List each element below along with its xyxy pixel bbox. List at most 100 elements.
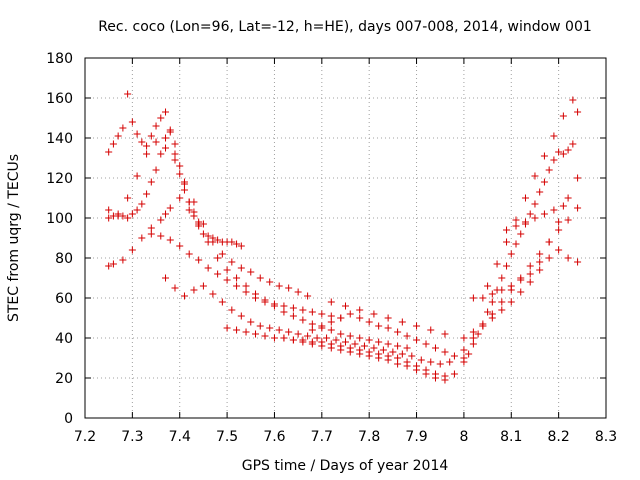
- data-point: [545, 238, 553, 246]
- data-point: [176, 162, 184, 170]
- data-point: [327, 318, 335, 326]
- data-point: [185, 250, 193, 258]
- data-point: [143, 142, 151, 150]
- data-point: [431, 344, 439, 352]
- x-tick-label: 7.4: [169, 429, 191, 445]
- data-point: [109, 140, 117, 148]
- data-point: [285, 328, 293, 336]
- data-point: [199, 230, 207, 238]
- data-point: [521, 218, 529, 226]
- data-point: [270, 302, 278, 310]
- data-point: [157, 150, 165, 158]
- y-axis-title: STEC from uqrg / TECUs: [6, 154, 22, 322]
- data-point: [294, 288, 302, 296]
- data-point: [559, 202, 567, 210]
- data-point: [379, 346, 387, 354]
- data-point: [332, 336, 340, 344]
- plot-frame: [84, 57, 607, 419]
- data-point: [280, 334, 288, 342]
- data-point: [346, 310, 354, 318]
- data-point: [408, 352, 416, 360]
- data-point: [318, 310, 326, 318]
- data-point: [190, 286, 198, 294]
- data-point: [318, 322, 326, 330]
- data-point: [569, 140, 577, 148]
- data-point: [540, 210, 548, 218]
- data-point: [166, 236, 174, 244]
- data-point: [152, 138, 160, 146]
- data-point: [228, 238, 236, 246]
- data-point: [555, 246, 563, 254]
- data-point: [261, 332, 269, 340]
- data-point: [323, 334, 331, 342]
- data-point: [199, 282, 207, 290]
- data-point: [124, 90, 132, 98]
- data-point: [550, 156, 558, 164]
- data-point: [270, 334, 278, 342]
- data-point: [498, 298, 506, 306]
- data-point: [176, 194, 184, 202]
- data-point: [133, 206, 141, 214]
- data-point: [559, 112, 567, 120]
- data-point: [413, 336, 421, 344]
- data-point: [147, 132, 155, 140]
- y-tick-label: 140: [46, 131, 73, 147]
- data-point: [128, 246, 136, 254]
- data-point: [280, 302, 288, 310]
- data-point: [526, 270, 534, 278]
- data-point: [228, 258, 236, 266]
- data-point: [308, 326, 316, 334]
- data-point: [356, 306, 364, 314]
- x-tick-label: 8.3: [595, 429, 617, 445]
- data-point: [190, 198, 198, 206]
- data-point: [469, 340, 477, 348]
- data-point: [171, 156, 179, 164]
- data-point: [152, 166, 160, 174]
- y-tick-label: 60: [55, 291, 73, 307]
- data-point: [114, 132, 122, 140]
- data-point: [484, 308, 492, 316]
- data-point: [540, 152, 548, 160]
- data-point: [545, 254, 553, 262]
- x-tick-label: 7.7: [311, 429, 333, 445]
- data-point: [498, 274, 506, 282]
- chart-title: Rec. coco (Lon=96, Lat=-12, h=HE), days …: [98, 19, 592, 35]
- data-point: [526, 210, 534, 218]
- x-tick-label: 7.9: [405, 429, 427, 445]
- data-point: [233, 282, 241, 290]
- data-point: [555, 226, 563, 234]
- data-point: [555, 218, 563, 226]
- data-point: [289, 312, 297, 320]
- data-point: [422, 340, 430, 348]
- data-point: [275, 282, 283, 290]
- data-point: [162, 108, 170, 116]
- data-point: [171, 140, 179, 148]
- data-point: [204, 232, 212, 240]
- data-point: [517, 276, 525, 284]
- data-point: [247, 318, 255, 326]
- data-point: [308, 308, 316, 316]
- data-point: [346, 348, 354, 356]
- data-point: [536, 188, 544, 196]
- data-point: [365, 336, 373, 344]
- data-point: [460, 334, 468, 342]
- data-point: [166, 126, 174, 134]
- y-axis-ticks: 0 20 40 60 80 100 120 140 160 180: [46, 51, 606, 427]
- data-point: [162, 144, 170, 152]
- data-point: [318, 342, 326, 350]
- y-tick-label: 80: [55, 251, 73, 267]
- data-point: [327, 344, 335, 352]
- data-point: [162, 134, 170, 142]
- y-tick-label: 120: [46, 171, 73, 187]
- data-point: [526, 262, 534, 270]
- data-point: [356, 314, 364, 322]
- data-point: [185, 206, 193, 214]
- data-point: [574, 258, 582, 266]
- data-point: [389, 348, 397, 356]
- data-point: [370, 310, 378, 318]
- data-point: [228, 306, 236, 314]
- data-point: [484, 282, 492, 290]
- x-tick-label: 7.6: [263, 429, 285, 445]
- data-point: [469, 328, 477, 336]
